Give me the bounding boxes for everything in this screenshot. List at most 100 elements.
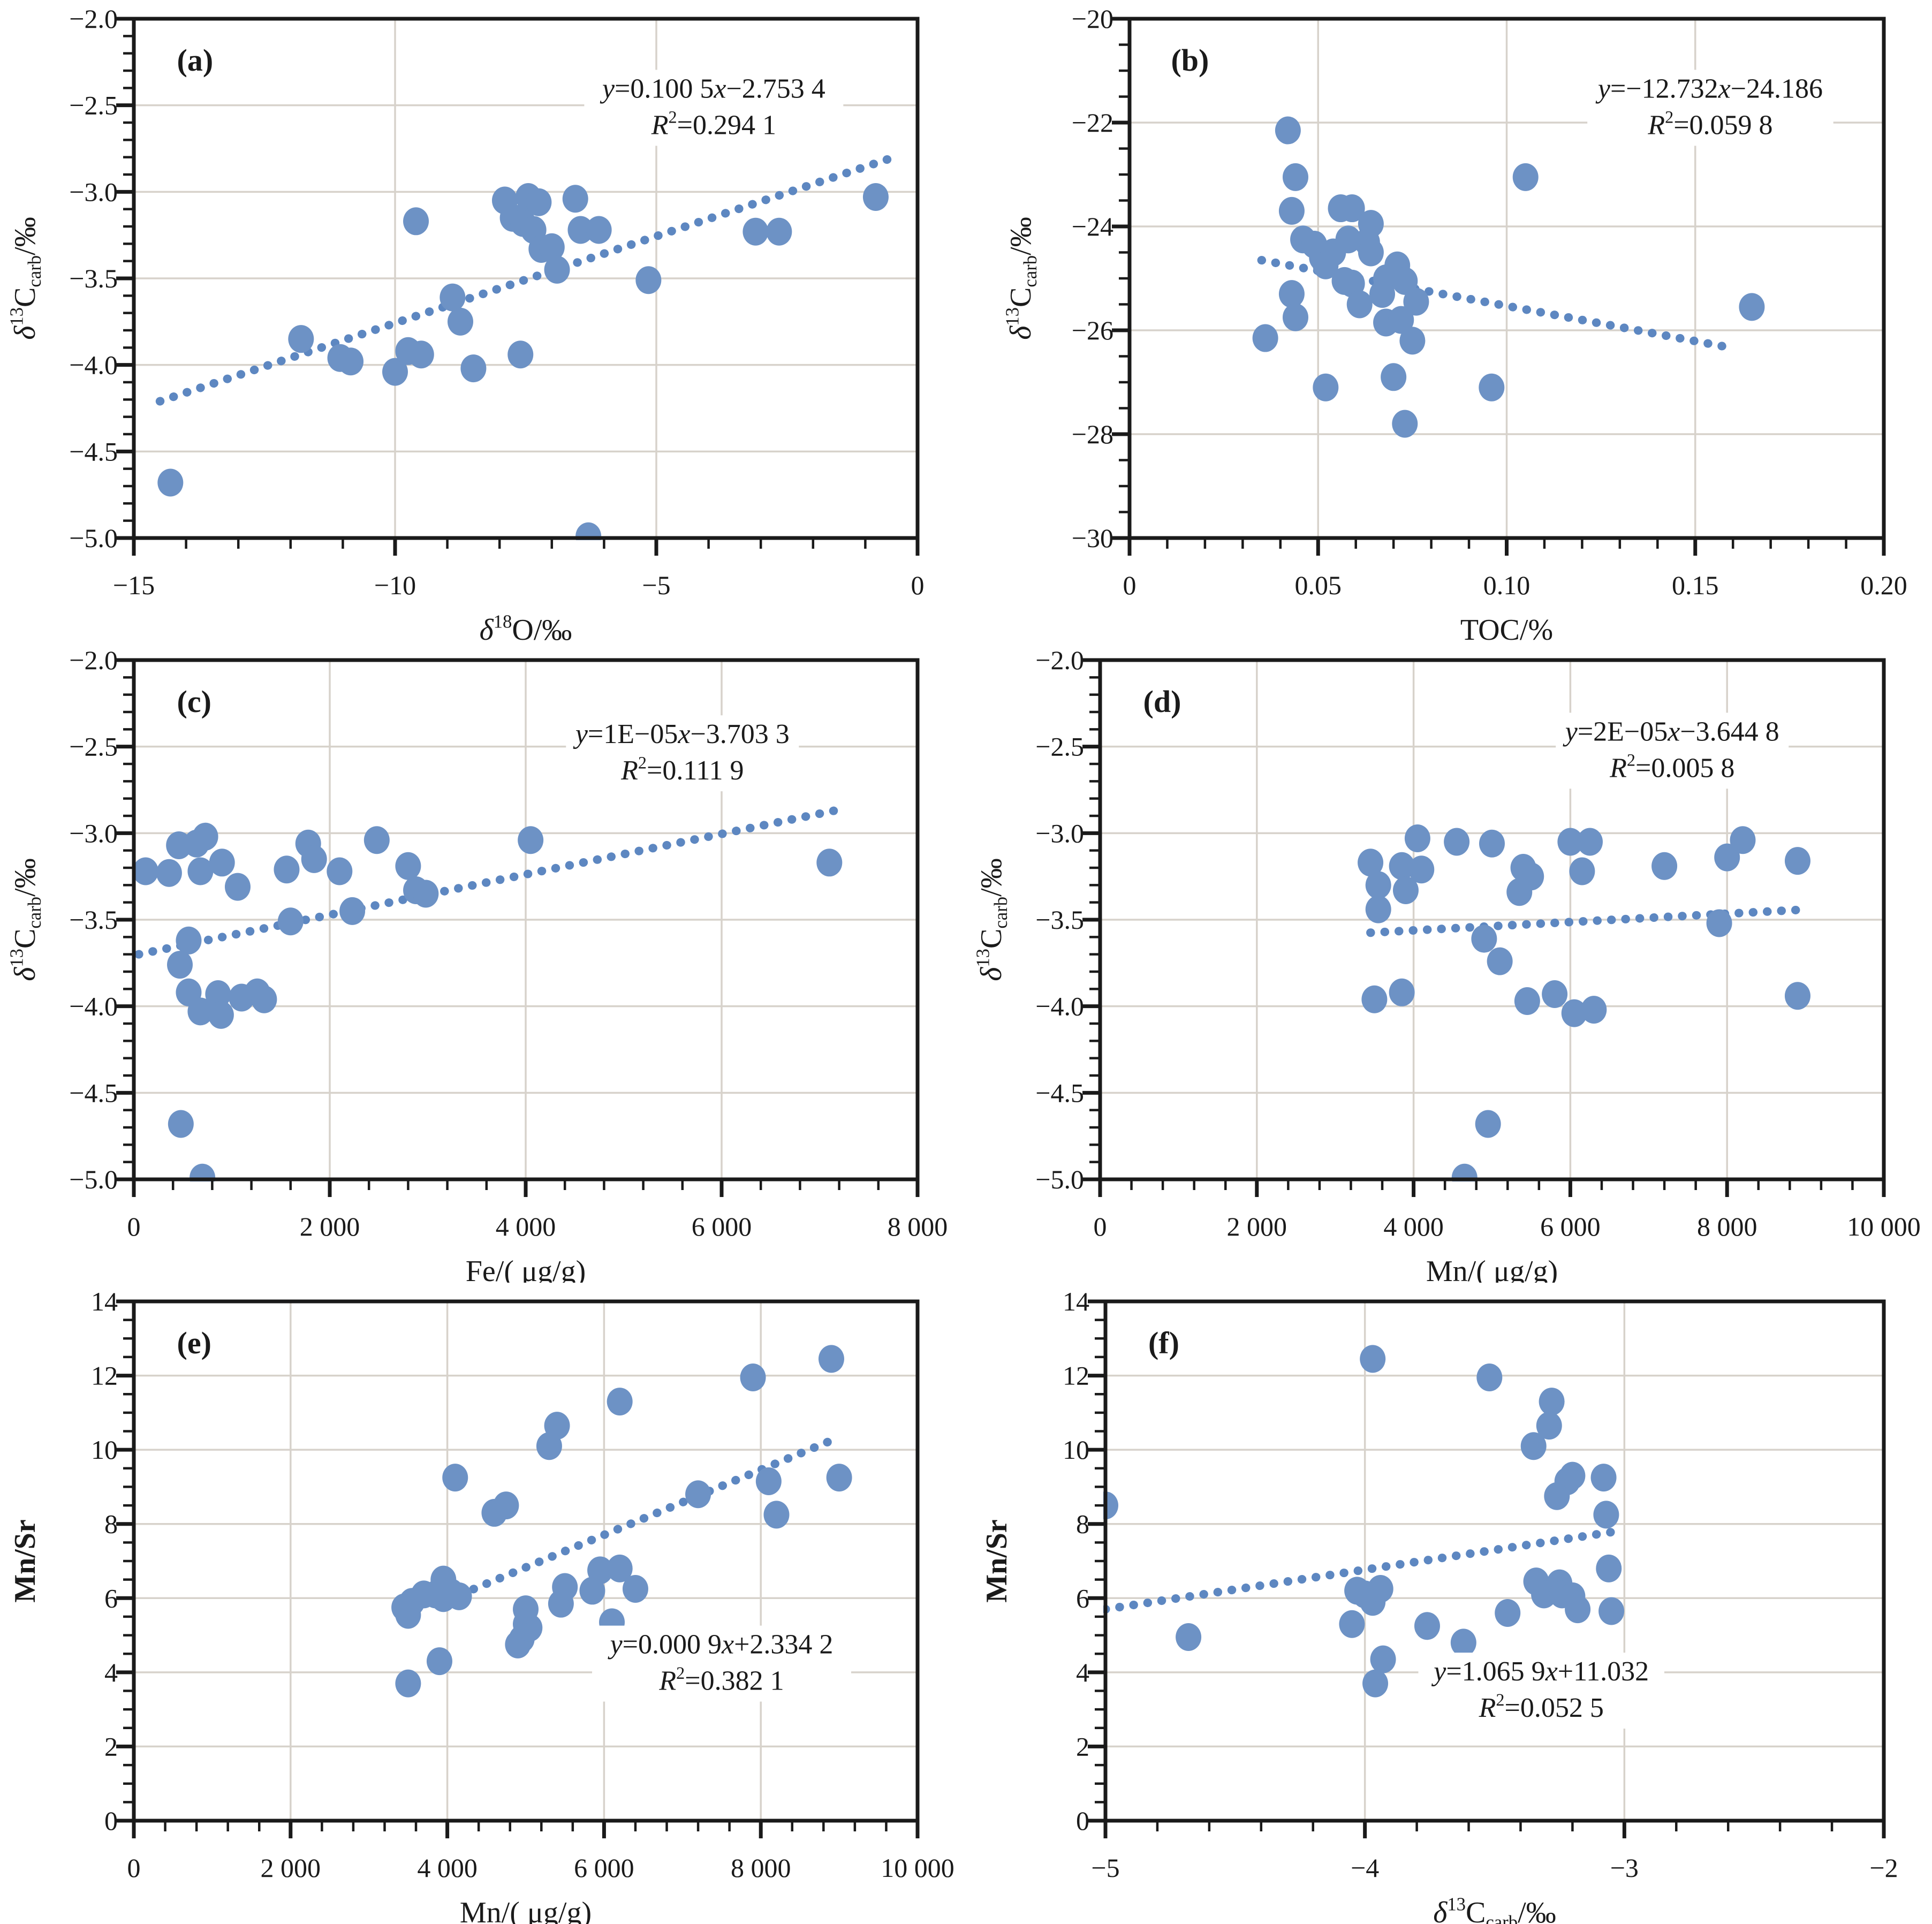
data-point [1784, 847, 1810, 875]
x-tick-label: 8 000 [1697, 1211, 1757, 1241]
data-point [607, 1554, 633, 1582]
x-tick-label: 4 000 [496, 1211, 556, 1241]
data-point [635, 266, 662, 294]
data-point [1278, 280, 1305, 308]
equation-line2: R2=0.111 9 [620, 753, 744, 786]
equation-line2: R2=0.005 8 [1609, 750, 1734, 783]
panel-e-chart: y=0.000 9x+2.334 2R2=0.382 1 0 2 000 4 000 6… [9, 1286, 954, 1924]
data-point [1346, 290, 1373, 319]
data-layer [1252, 116, 1765, 438]
y-tick-label: 12 [1063, 1361, 1089, 1391]
data-point [1278, 196, 1305, 225]
data-point [743, 217, 769, 246]
data-point [209, 849, 235, 877]
x-axis-label: Fe/( μg/g) [466, 1255, 586, 1283]
data-point [1590, 1464, 1617, 1492]
data-point [157, 468, 184, 497]
data-point [587, 1556, 613, 1585]
data-point [382, 358, 408, 386]
data-point [442, 1464, 468, 1492]
data-point [586, 216, 612, 244]
data-point [1581, 996, 1607, 1024]
data-point [1389, 978, 1415, 1006]
data-point [1569, 857, 1595, 885]
data-point [1565, 1595, 1591, 1624]
axis-ticks [116, 658, 920, 1197]
scatter-panel-a: y=0.100 5x−2.753 4 R2=0.294 1 −15 −10 −5 0 −5.… [0, 0, 966, 641]
data-point [167, 951, 193, 979]
data-point [1479, 829, 1505, 858]
y-tick-label: 2 [104, 1731, 118, 1761]
y-tick-label: 0 [1076, 1806, 1089, 1836]
x-tick-label: 10 000 [881, 1853, 954, 1883]
x-tick-label: 2 000 [1227, 1211, 1287, 1241]
y-tick-label: −30 [1072, 523, 1113, 553]
equation-line2: R2=0.294 1 [651, 108, 776, 141]
data-layer [1358, 824, 1814, 1181]
data-point [1361, 985, 1388, 1013]
y-tick-label: 12 [91, 1361, 118, 1391]
x-tick-label: 0 [911, 570, 925, 600]
y-tick-label: −2.0 [1035, 645, 1084, 675]
equation-background [1418, 1653, 1664, 1729]
y-tick-label: −28 [1072, 419, 1113, 449]
y-tick-label: −20 [1072, 4, 1113, 34]
data-point [403, 207, 429, 236]
data-point [1252, 324, 1278, 352]
x-axis-label: Mn/( μg/g) [460, 1896, 592, 1924]
gridlines [134, 660, 918, 1179]
data-point [192, 822, 218, 851]
data-point [208, 1001, 234, 1029]
data-point [187, 997, 214, 1026]
equation-line1: y=0.000 9x+2.334 2 [608, 1630, 834, 1660]
x-tick-label: 0 [127, 1853, 141, 1883]
data-point [224, 873, 251, 901]
data-point [544, 255, 570, 284]
data-point [544, 1412, 570, 1440]
scatter-panel-e: y=0.000 9x+2.334 2 R2=0.382 1 0 2 000 4 000 6… [0, 1283, 966, 1924]
data-point [190, 1163, 216, 1181]
data-point [1450, 1628, 1476, 1657]
equation-background [592, 1625, 851, 1702]
equation-background [1587, 70, 1833, 146]
data-point [539, 233, 565, 261]
data-point [1339, 194, 1365, 223]
data-point [426, 1647, 452, 1676]
data-point [446, 1582, 472, 1610]
data-point [740, 1364, 766, 1392]
data-point [440, 283, 466, 312]
data-point [132, 857, 158, 885]
y-tick-label: −24 [1072, 211, 1113, 241]
data-point [1358, 849, 1384, 877]
data-point [205, 980, 231, 1009]
x-axis-label: TOC/% [1460, 613, 1553, 641]
y-tick-label: 8 [104, 1509, 118, 1539]
y-tick-label: 6 [104, 1583, 118, 1613]
y-tick-label: −4.0 [69, 350, 118, 380]
y-tick-label: 10 [1063, 1435, 1089, 1465]
equation-line2: R2=0.059 8 [1647, 108, 1772, 141]
data-point [187, 857, 214, 885]
trend-line [134, 806, 839, 959]
x-tick-label: 6 000 [692, 1211, 752, 1241]
panel-label: (b) [1171, 43, 1209, 78]
data-layer [132, 806, 843, 1181]
y-tick-label: −5.0 [69, 1164, 118, 1194]
data-point [766, 217, 792, 246]
data-point [363, 826, 390, 854]
x-axis-label: δ18O/‰ [480, 611, 572, 641]
y-tick-label: 4 [104, 1657, 118, 1687]
y-tick-label: −2.0 [69, 4, 118, 34]
data-point [408, 340, 434, 369]
equation-background [584, 70, 844, 146]
data-point [622, 1574, 648, 1603]
x-tick-label: −5 [642, 570, 670, 600]
data-point [1282, 163, 1308, 191]
data-point [1399, 327, 1426, 355]
data-point [1561, 999, 1587, 1027]
data-point [1577, 828, 1603, 856]
equation-line1: y=2E−05x−3.644 8 [1563, 716, 1779, 747]
x-tick-label: −15 [113, 570, 155, 600]
data-point [1706, 909, 1732, 937]
data-point [1593, 1501, 1619, 1529]
